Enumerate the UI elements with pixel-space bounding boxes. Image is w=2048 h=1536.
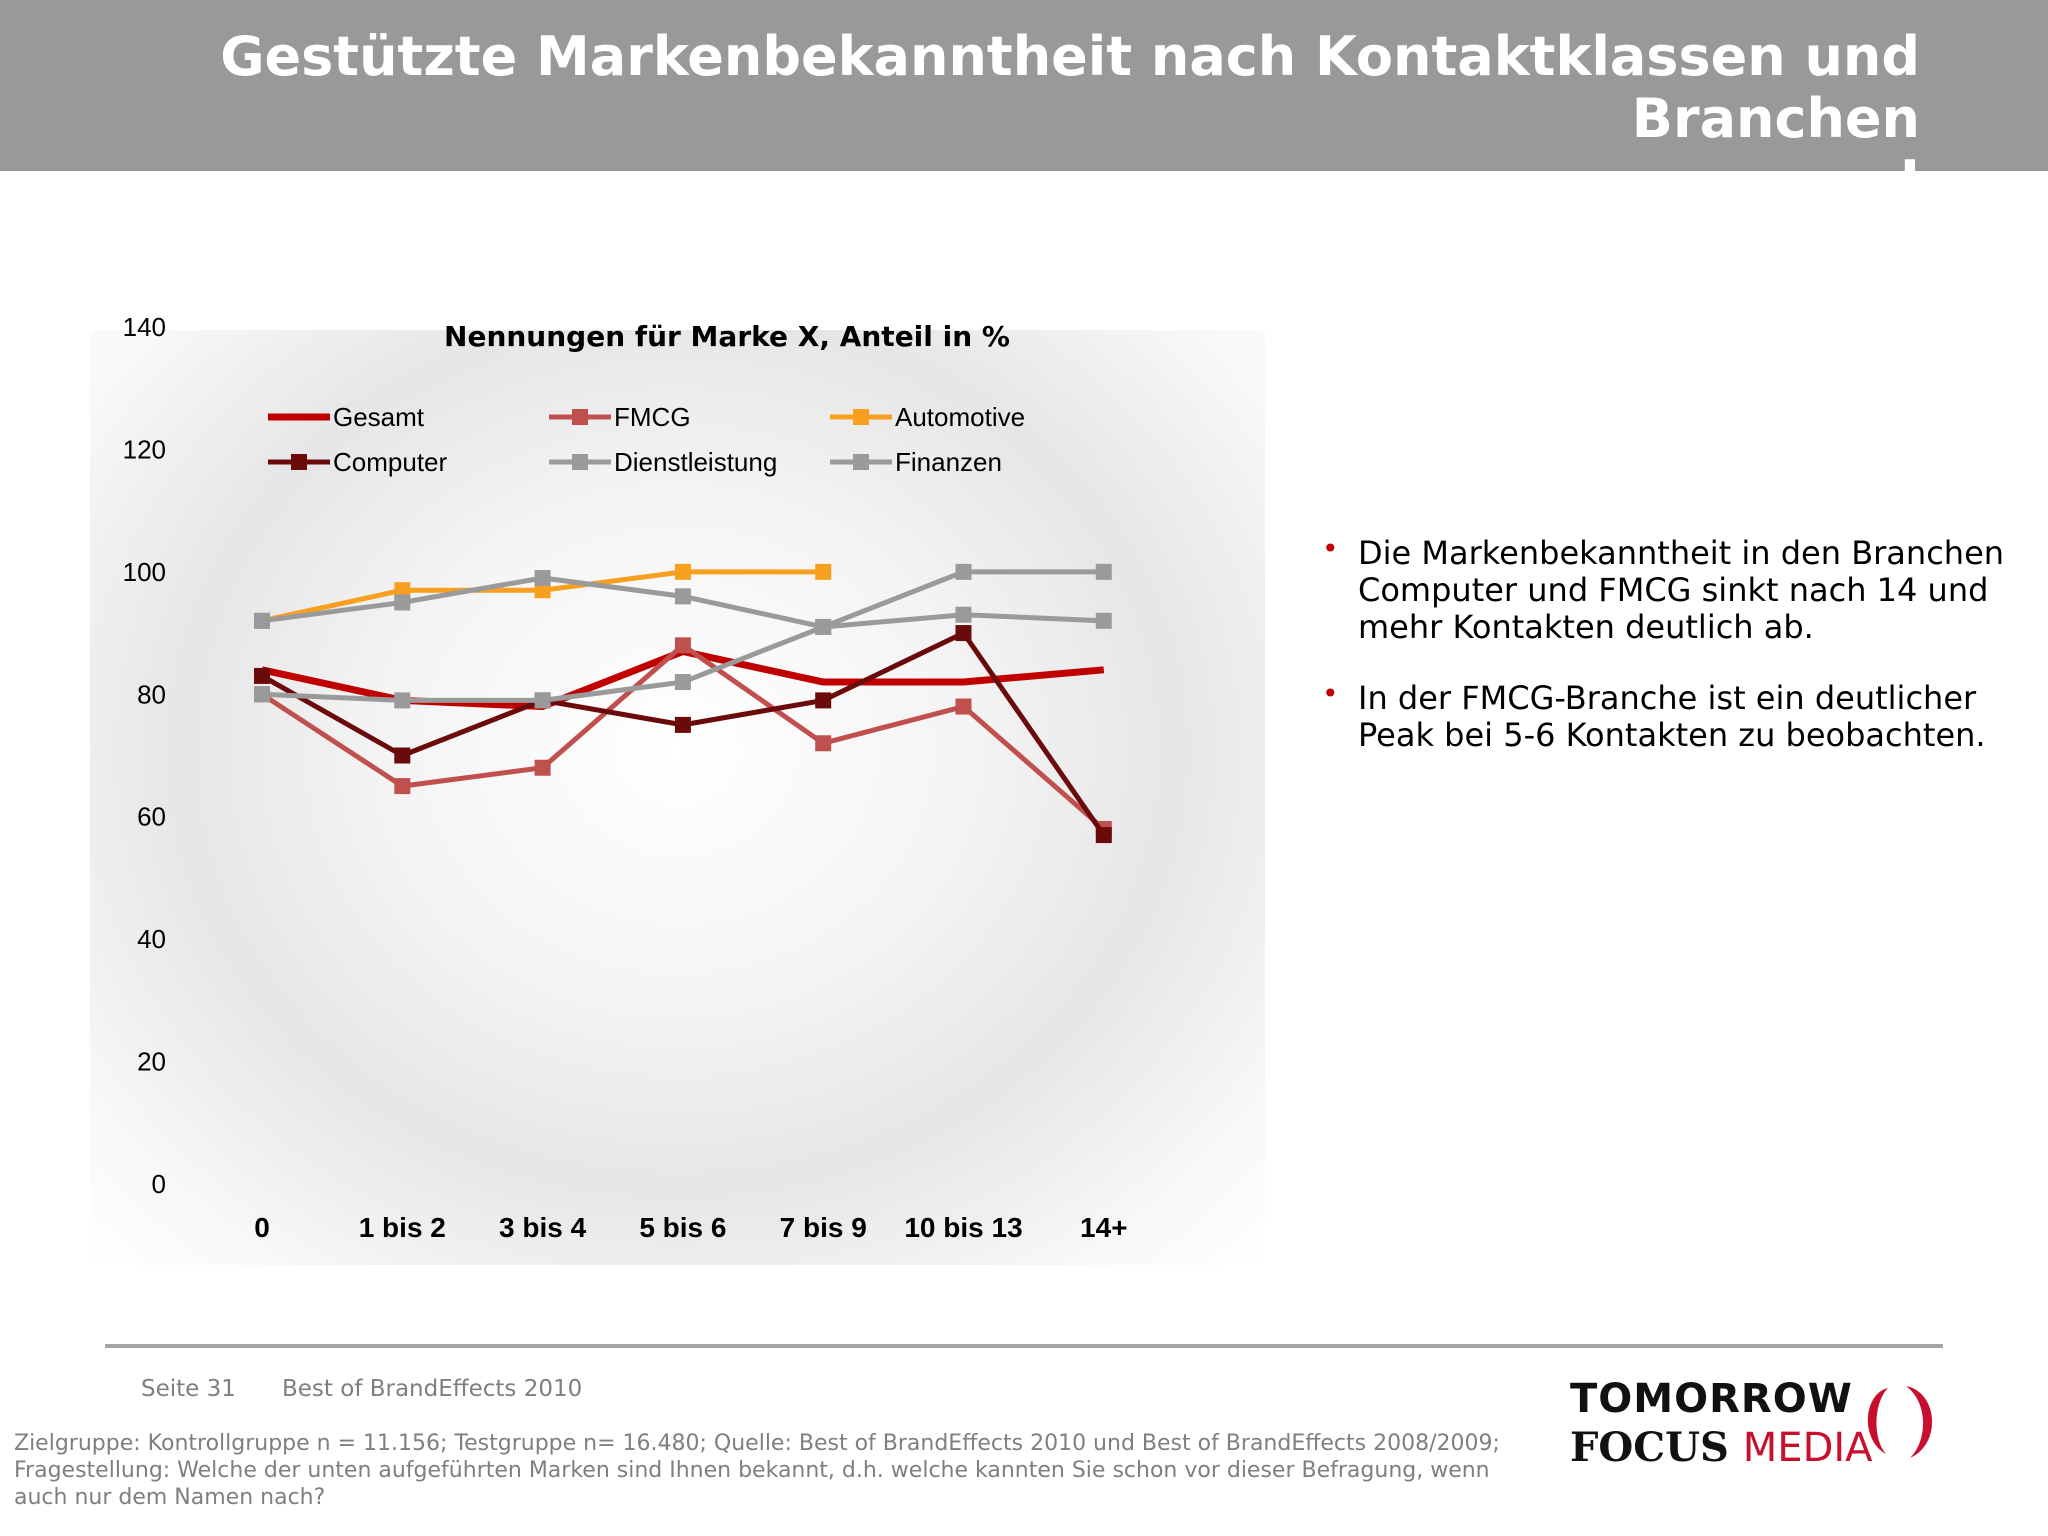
series-group — [254, 563, 1112, 844]
data-point — [394, 692, 411, 709]
data-point — [1095, 612, 1112, 629]
data-point — [534, 692, 551, 709]
data-point — [254, 612, 270, 629]
data-point — [394, 778, 411, 795]
logo-focus: FOCUS — [1570, 1424, 1729, 1471]
y-tick-label: 60 — [137, 802, 166, 832]
data-point — [674, 637, 691, 654]
legend-marker — [853, 409, 869, 425]
series-automotive — [254, 563, 832, 629]
page-title: Gestützte Markenbekanntheit nach Kontakt… — [220, 25, 1920, 212]
legend-label: Computer — [333, 447, 447, 477]
legend-label: Automotive — [895, 402, 1025, 432]
x-tick-label: 1 bis 2 — [359, 1212, 446, 1243]
page-number: Seite 31 — [141, 1376, 236, 1402]
data-point — [815, 563, 832, 580]
series-line — [260, 630, 1106, 837]
footnote: Zielgruppe: Kontrollgruppe n = 11.156; T… — [14, 1431, 1500, 1510]
header-bar: Gestützte Markenbekanntheit nach Kontakt… — [0, 0, 2048, 212]
data-point — [1095, 827, 1112, 844]
data-point — [815, 618, 832, 635]
logo-media: MEDIA — [1742, 1425, 1873, 1471]
source-title: Best of BrandEffects 2010 — [282, 1376, 583, 1402]
legend-label: FMCG — [614, 402, 691, 432]
data-point — [394, 594, 411, 611]
bullet-list: • Die Markenbekanntheit in den Branchen … — [1320, 535, 2020, 788]
footer-divider — [105, 1344, 1943, 1348]
logo-line1: TOMORROW — [1570, 1376, 1853, 1422]
data-point — [1095, 563, 1112, 580]
data-point — [254, 686, 270, 703]
bullet-text: In der FMCG-Branche ist ein deutlicher P… — [1358, 679, 1986, 754]
bullet-item: • Die Markenbekanntheit in den Branchen … — [1320, 535, 2020, 646]
series-dienstleistung — [254, 563, 1112, 709]
data-point — [955, 606, 972, 623]
data-point — [674, 588, 691, 605]
y-tick-label: 140 — [123, 312, 166, 342]
data-point — [815, 692, 832, 709]
data-point — [254, 667, 270, 684]
bullet-item: • In der FMCG-Branche ist ein deutlicher… — [1320, 680, 2020, 754]
data-point — [534, 582, 551, 599]
logo-swoosh-icon — [1867, 1386, 1933, 1458]
tomorrow-focus-media-logo: TOMORROW FOCUS MEDIA — [1568, 1372, 1948, 1472]
legend-item: Finanzen — [830, 447, 1002, 477]
bullet-dot-icon: • — [1322, 677, 1339, 710]
legend-label: Gesamt — [333, 402, 425, 432]
data-point — [534, 569, 551, 586]
x-tick-label: 7 bis 9 — [780, 1212, 867, 1243]
y-tick-label: 0 — [152, 1169, 166, 1199]
data-point — [674, 563, 691, 580]
x-axis: 0 1 bis 2 3 bis 4 5 bis 6 7 bis 9 10 bis 13 14… — [254, 1212, 1127, 1243]
data-point — [534, 759, 551, 776]
legend-marker — [572, 409, 588, 425]
data-point — [815, 735, 832, 752]
legend: Gesamt FMCG Automotive Computer Dienstleistu… — [268, 402, 1025, 477]
series-fmcg — [254, 637, 1112, 837]
legend-marker — [572, 454, 588, 470]
legend-item: Gesamt — [268, 402, 425, 432]
data-point — [955, 625, 972, 642]
legend-label: Finanzen — [895, 447, 1002, 477]
legend-item: Computer — [268, 447, 447, 477]
data-point — [955, 698, 972, 715]
logo-line2: FOCUS MEDIA — [1570, 1424, 1873, 1471]
y-tick-label: 40 — [137, 924, 166, 954]
data-point — [394, 747, 411, 764]
legend-item: FMCG — [549, 402, 691, 432]
bullet-dot-icon: • — [1322, 532, 1339, 565]
chart-title: Nennungen für Marke X, Anteil in % — [444, 320, 1010, 353]
legend-marker — [291, 454, 307, 470]
series-line — [260, 642, 1106, 831]
x-tick-label: 3 bis 4 — [499, 1212, 587, 1243]
data-point — [674, 716, 691, 733]
y-tick-label: 120 — [123, 434, 166, 464]
legend-label: Dienstleistung — [614, 447, 777, 477]
x-tick-label: 0 — [254, 1212, 270, 1243]
y-tick-label: 20 — [137, 1047, 166, 1077]
y-axis: 0 20 40 60 80 100 120 140 — [123, 312, 166, 1199]
series-finanzen — [254, 569, 1112, 635]
data-point — [394, 582, 411, 599]
x-tick-label: 14+ — [1080, 1212, 1128, 1243]
data-point — [955, 563, 972, 580]
bullet-text: Die Markenbekanntheit in den Branchen Co… — [1358, 534, 2005, 646]
x-tick-label: 5 bis 6 — [639, 1212, 726, 1243]
legend-item: Dienstleistung — [549, 447, 777, 477]
x-tick-label: 10 bis 13 — [904, 1212, 1022, 1243]
y-tick-label: 100 — [123, 557, 166, 587]
series-computer — [254, 625, 1112, 844]
legend-item: Automotive — [830, 402, 1025, 432]
legend-marker — [853, 454, 869, 470]
y-tick-label: 80 — [137, 679, 166, 709]
line-chart: Nennungen für Marke X, Anteil in % 0 20 40… — [123, 312, 1128, 1243]
data-point — [674, 674, 691, 691]
